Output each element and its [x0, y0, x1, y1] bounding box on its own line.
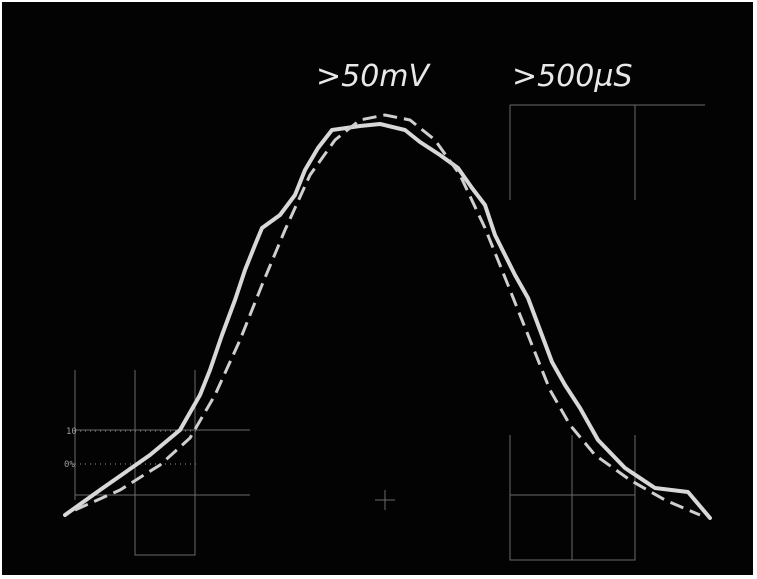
page: {"screen": {"volts_per_div": ">50mV", "t…	[0, 0, 757, 579]
time-per-division: >500µS	[512, 59, 633, 94]
upper-mark: 10	[66, 427, 77, 437]
lower-mark: 0%	[64, 460, 75, 470]
oscilloscope-screen: 10 0% >50mV >500µS	[0, 0, 757, 579]
volts-per-division: >50mV	[316, 59, 432, 94]
